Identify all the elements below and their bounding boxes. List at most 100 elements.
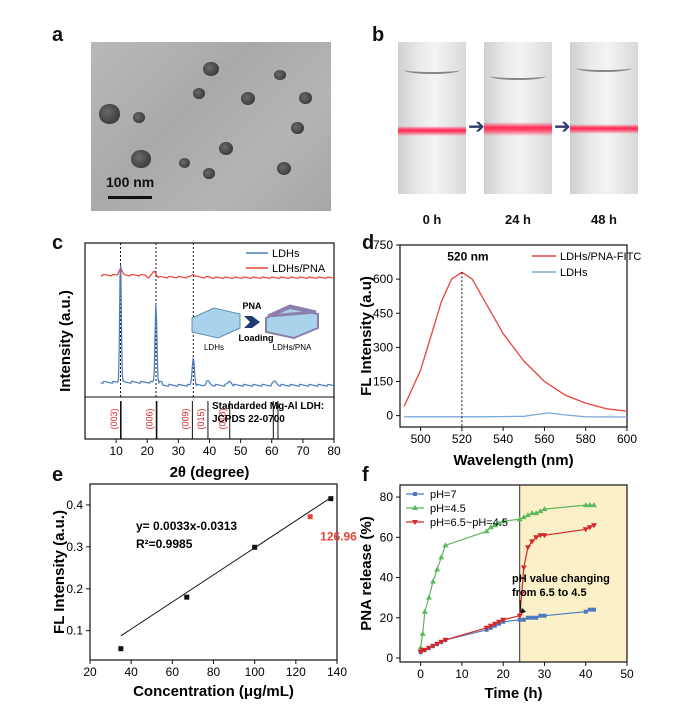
x-tick-label: 50 [234, 444, 248, 458]
standard-peak-label: (006) [145, 408, 155, 429]
series-point-0 [591, 607, 596, 612]
series-point-1 [496, 520, 503, 526]
series-point-0 [484, 627, 489, 632]
series-point-2 [520, 565, 527, 571]
series-point-0 [530, 615, 535, 620]
series-point-1 [434, 566, 441, 572]
series-point-0 [534, 615, 539, 620]
x-tick-label: 100 [245, 665, 265, 679]
plot-frame [399, 244, 628, 428]
series-point-0 [587, 607, 592, 612]
series-point-1 [438, 554, 445, 560]
panel-label-d: d [362, 232, 375, 254]
series-point-1 [442, 542, 449, 548]
series-point-1 [425, 594, 432, 600]
x-tick-label: 80 [327, 444, 341, 458]
series-line-1 [404, 412, 628, 418]
series-point-2 [442, 637, 449, 643]
series-point-0 [418, 649, 423, 654]
series-point-0 [426, 645, 431, 650]
series-point-2 [541, 533, 548, 539]
y-tick-label: 0 [386, 409, 393, 423]
x-tick-label: 20 [497, 667, 511, 681]
series-point-2 [419, 647, 426, 653]
legend-marker-1 [412, 505, 418, 510]
annotation-line1: pH value changing [512, 573, 610, 585]
y-axis-label: PNA release (%) [358, 516, 375, 631]
series-point-0 [443, 637, 448, 642]
x-tick-label: 40 [124, 665, 138, 679]
y-tick-label: 0.3 [66, 540, 83, 554]
series-line-0 [403, 271, 628, 412]
series-point-2 [496, 619, 503, 625]
tem-image: 100 nm [91, 42, 331, 211]
standard-peak-label: (018) [218, 408, 228, 429]
x-tick-label: 140 [327, 665, 347, 679]
series-line-ldhs-pna [100, 266, 335, 280]
x-axis-label: Time (h) [484, 685, 542, 702]
series-point-1 [586, 502, 593, 508]
legend-label-0: LDHs/PNA-FITC [560, 251, 641, 263]
x-tick-label: 580 [576, 432, 596, 446]
x-tick-label: 560 [534, 432, 554, 446]
series-point-2 [533, 535, 540, 541]
arrow-right-icon: ➔ [554, 116, 571, 138]
series-point-2 [529, 539, 536, 545]
arrow-right-icon: ➔ [468, 116, 485, 138]
y-axis-label: FL Intensity (a.u) [358, 276, 375, 396]
series-point-2 [487, 623, 494, 629]
series-point-1 [419, 630, 426, 636]
y-tick-label: 0.4 [66, 498, 83, 512]
annotation-arrow [519, 599, 522, 613]
series-point-0 [538, 613, 543, 618]
x-tick-label: 50 [620, 667, 634, 681]
plot-frame [84, 242, 335, 440]
cuvette-0h [398, 42, 466, 194]
scale-bar [108, 196, 152, 199]
highlight-label: 126.96 [320, 530, 357, 544]
x-tick-label: 70 [296, 444, 310, 458]
annotation-arrowhead-icon [520, 607, 526, 614]
series-point-1 [529, 510, 536, 516]
shaded-region [519, 485, 627, 662]
series-point-0 [431, 643, 436, 648]
x-tick-label: 60 [166, 665, 180, 679]
legend-label-2: pH=6.5~pH=4.5 [430, 517, 508, 529]
x-tick-label: 20 [141, 444, 155, 458]
y-tick-label: 40 [380, 571, 394, 585]
panel-label-c: c [52, 232, 64, 254]
inset-label-loading: Loading [239, 333, 274, 343]
inset-pna-coating [267, 304, 317, 318]
series-point-1 [417, 644, 424, 650]
x-tick-label: 600 [617, 432, 637, 446]
panel-label-f: f [362, 464, 369, 486]
x-tick-label: 30 [172, 444, 186, 458]
x-tick-label: 60 [265, 444, 279, 458]
x-tick-label: 520 [452, 432, 472, 446]
panel-label-a: a [52, 24, 64, 46]
series-point-1 [516, 516, 523, 522]
series-point-1 [541, 506, 548, 512]
series-point-2 [421, 647, 428, 653]
series-point-1 [524, 512, 531, 518]
inset-label-ldhs: LDHs [204, 343, 224, 352]
x-tick-label: 540 [493, 432, 513, 446]
y-tick-label: 20 [380, 611, 394, 625]
series-point-1 [533, 510, 540, 516]
standard-title-line2: JCPDS 22-0700 [212, 414, 285, 425]
series-point-2 [430, 643, 437, 649]
series-point-2 [516, 613, 523, 619]
series-point-2 [518, 591, 525, 597]
series-point-0 [439, 639, 444, 644]
series-point-1 [590, 502, 597, 508]
x-tick-label: 40 [203, 444, 217, 458]
legend-marker-2 [412, 520, 418, 525]
plot-frame [89, 483, 338, 661]
y-axis-label: FL Intensity (a.u.) [51, 510, 68, 634]
series-point-1 [430, 578, 437, 584]
series-point-2 [590, 523, 597, 529]
series-point-2 [417, 649, 424, 655]
fit-r2: R²=0.9985 [136, 537, 193, 551]
series-point-1 [582, 502, 589, 508]
y-tick-label: 300 [373, 340, 393, 354]
